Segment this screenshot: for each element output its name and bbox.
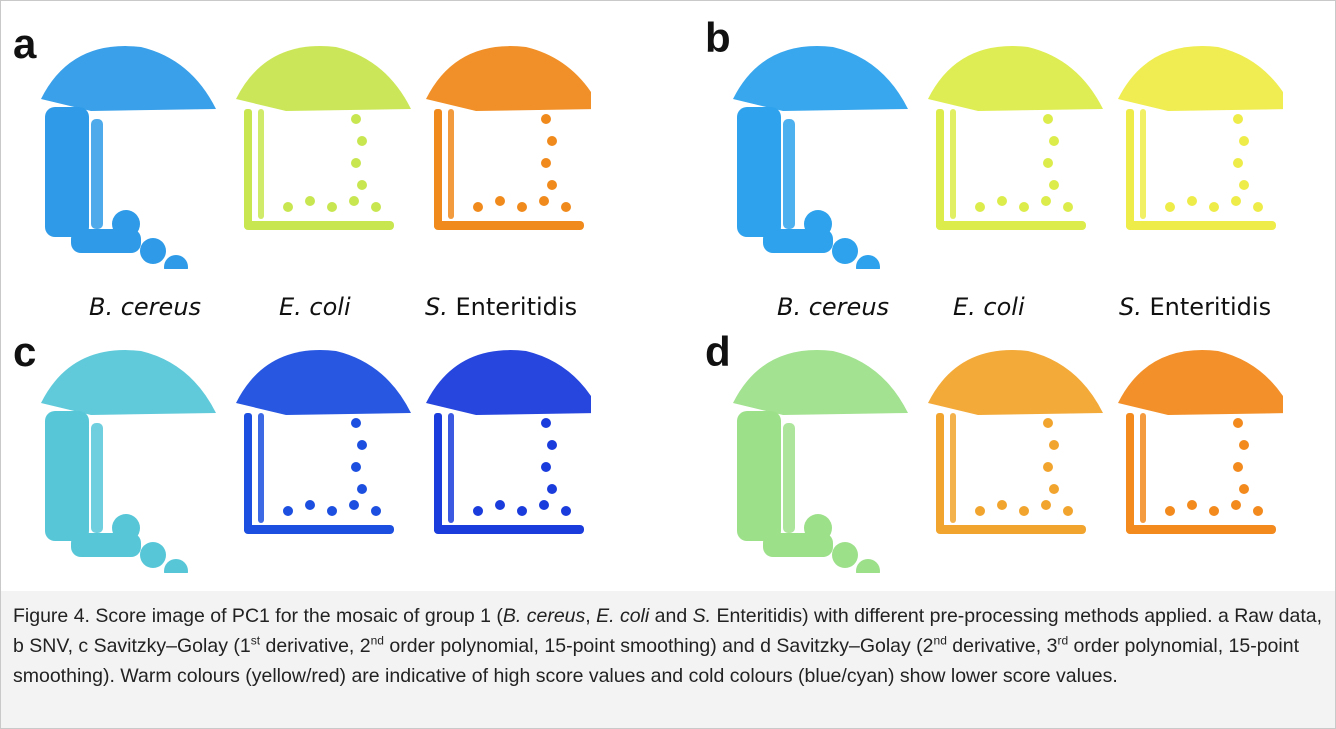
caption-text: Figure 4. Score image of PC1 for the mos… (13, 605, 1323, 687)
label-s-enteritidis-left: S. Enteritidis (425, 293, 578, 321)
score-image-b (723, 29, 1283, 269)
label-s-enteritidis-right: S. Enteritidis (1119, 293, 1272, 321)
score-image-c (31, 333, 591, 573)
sample-b-cereus-b (733, 46, 908, 269)
figure-caption: Figure 4. Score image of PC1 for the mos… (1, 591, 1335, 728)
sample-s-enteritidis-b (1118, 46, 1283, 230)
sample-s-enteritidis-d (1118, 350, 1283, 534)
label-b-cereus-left: B. cereus (89, 293, 202, 321)
label-e-coli-left: E. coli (279, 293, 351, 321)
sample-e-coli-d (928, 350, 1103, 534)
sample-e-coli-c (236, 350, 411, 534)
label-b-cereus-right: B. cereus (777, 293, 890, 321)
sample-b-cereus-d (733, 350, 908, 573)
sample-e-coli-b (928, 46, 1103, 230)
score-image-a (31, 29, 591, 269)
panel-label-d: d (705, 328, 731, 375)
label-e-coli-right: E. coli (953, 293, 1025, 321)
sample-s-enteritidis-a (426, 46, 591, 230)
sample-s-enteritidis-c (426, 350, 591, 534)
sample-b-cereus-c (41, 350, 216, 573)
panel-label-c: c (13, 328, 37, 375)
panel-label-b: b (705, 14, 731, 61)
score-image-d (723, 333, 1283, 573)
panel-label-a: a (13, 20, 37, 67)
sample-e-coli-a (236, 46, 411, 230)
sample-b-cereus-a (41, 46, 216, 269)
